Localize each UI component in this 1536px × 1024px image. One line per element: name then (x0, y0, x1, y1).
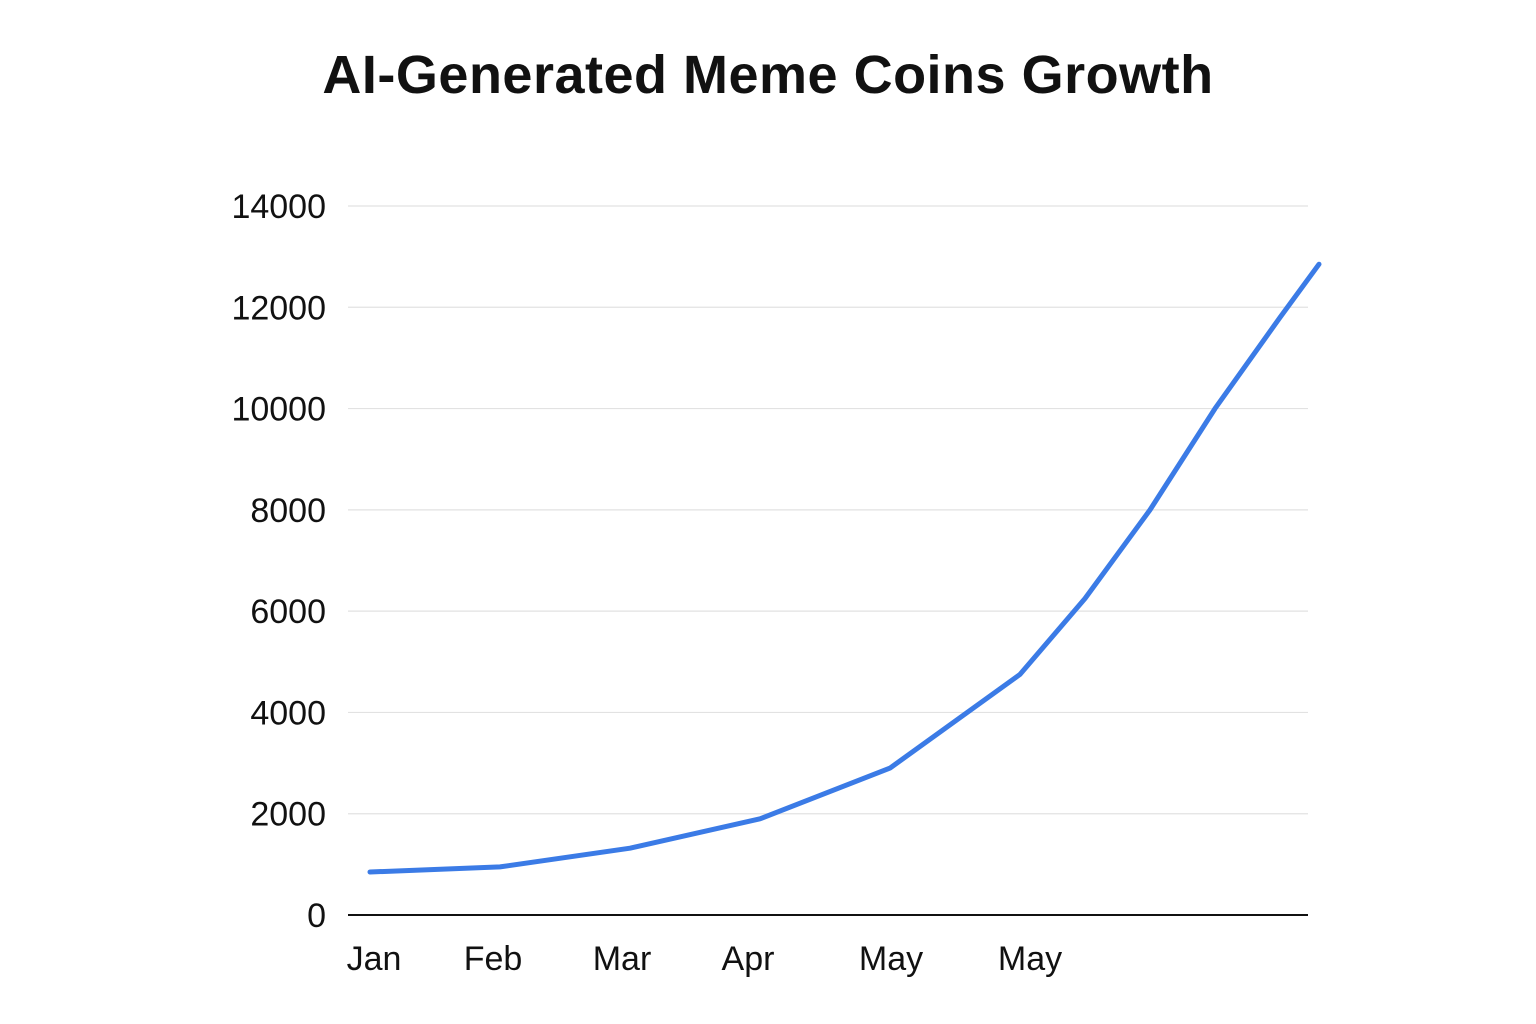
x-tick-label: May (859, 940, 923, 978)
x-tick-label: Feb (464, 940, 523, 978)
chart-title: AI-Generated Meme Coins Growth (322, 45, 1214, 105)
y-tick-label: 8000 (250, 492, 326, 530)
x-tick-label: Jan (347, 940, 402, 978)
y-tick-label: 10000 (231, 391, 326, 429)
x-tick-label: Mar (593, 940, 652, 978)
y-tick-label: 12000 (231, 289, 326, 327)
y-tick-label: 4000 (250, 694, 326, 732)
y-tick-label: 2000 (250, 796, 326, 834)
y-tick-label: 14000 (231, 188, 326, 226)
y-tick-label: 6000 (250, 593, 326, 631)
x-tick-label: Apr (722, 940, 775, 978)
x-tick-label: May (998, 940, 1062, 978)
grid-lines (348, 205, 1308, 815)
x-axis-ticks: Jan Feb Mar Apr May May (347, 940, 1063, 978)
series-line (367, 261, 1322, 875)
series-layer (367, 261, 1322, 875)
y-tick-label: 0 (307, 897, 326, 935)
y-axis-ticks: 0 2000 4000 6000 8000 10000 12000 14000 (231, 188, 326, 935)
